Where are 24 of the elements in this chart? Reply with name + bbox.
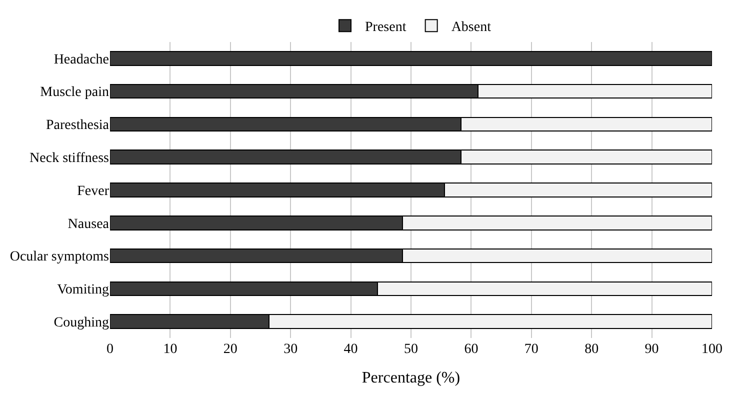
x-tick-label: 90 bbox=[644, 342, 659, 357]
x-tick-label: 30 bbox=[284, 342, 298, 357]
y-tick-label: Nausea bbox=[68, 216, 110, 232]
y-tick-label: Headache bbox=[54, 52, 109, 68]
y-tick-label: Ocular symptoms bbox=[10, 250, 109, 265]
x-tick-label: 80 bbox=[584, 342, 599, 357]
x-tick-label: 0 bbox=[106, 342, 114, 357]
x-tick-label: 10 bbox=[163, 342, 178, 357]
x-tick-label: 100 bbox=[702, 342, 722, 357]
y-tick-label: Neck stiffness bbox=[30, 151, 109, 166]
x-tick-label: 40 bbox=[344, 342, 358, 357]
y-tick-label: Muscle pain bbox=[40, 85, 109, 100]
x-tick-label: 60 bbox=[464, 342, 478, 357]
x-tick-label: 50 bbox=[404, 342, 418, 357]
y-tick-label: Coughing bbox=[54, 315, 109, 330]
y-tick-label: Paresthesia bbox=[46, 118, 110, 134]
legend-label: Absent bbox=[451, 20, 492, 36]
legend-label: Present bbox=[365, 20, 406, 36]
y-tick-label: Fever bbox=[77, 184, 110, 199]
x-axis-title: Percentage (%) bbox=[362, 370, 460, 387]
x-tick-label: 70 bbox=[524, 342, 538, 357]
x-tick-label: 20 bbox=[223, 342, 238, 357]
y-tick-label: Vomiting bbox=[57, 282, 109, 298]
bar bbox=[110, 51, 712, 66]
